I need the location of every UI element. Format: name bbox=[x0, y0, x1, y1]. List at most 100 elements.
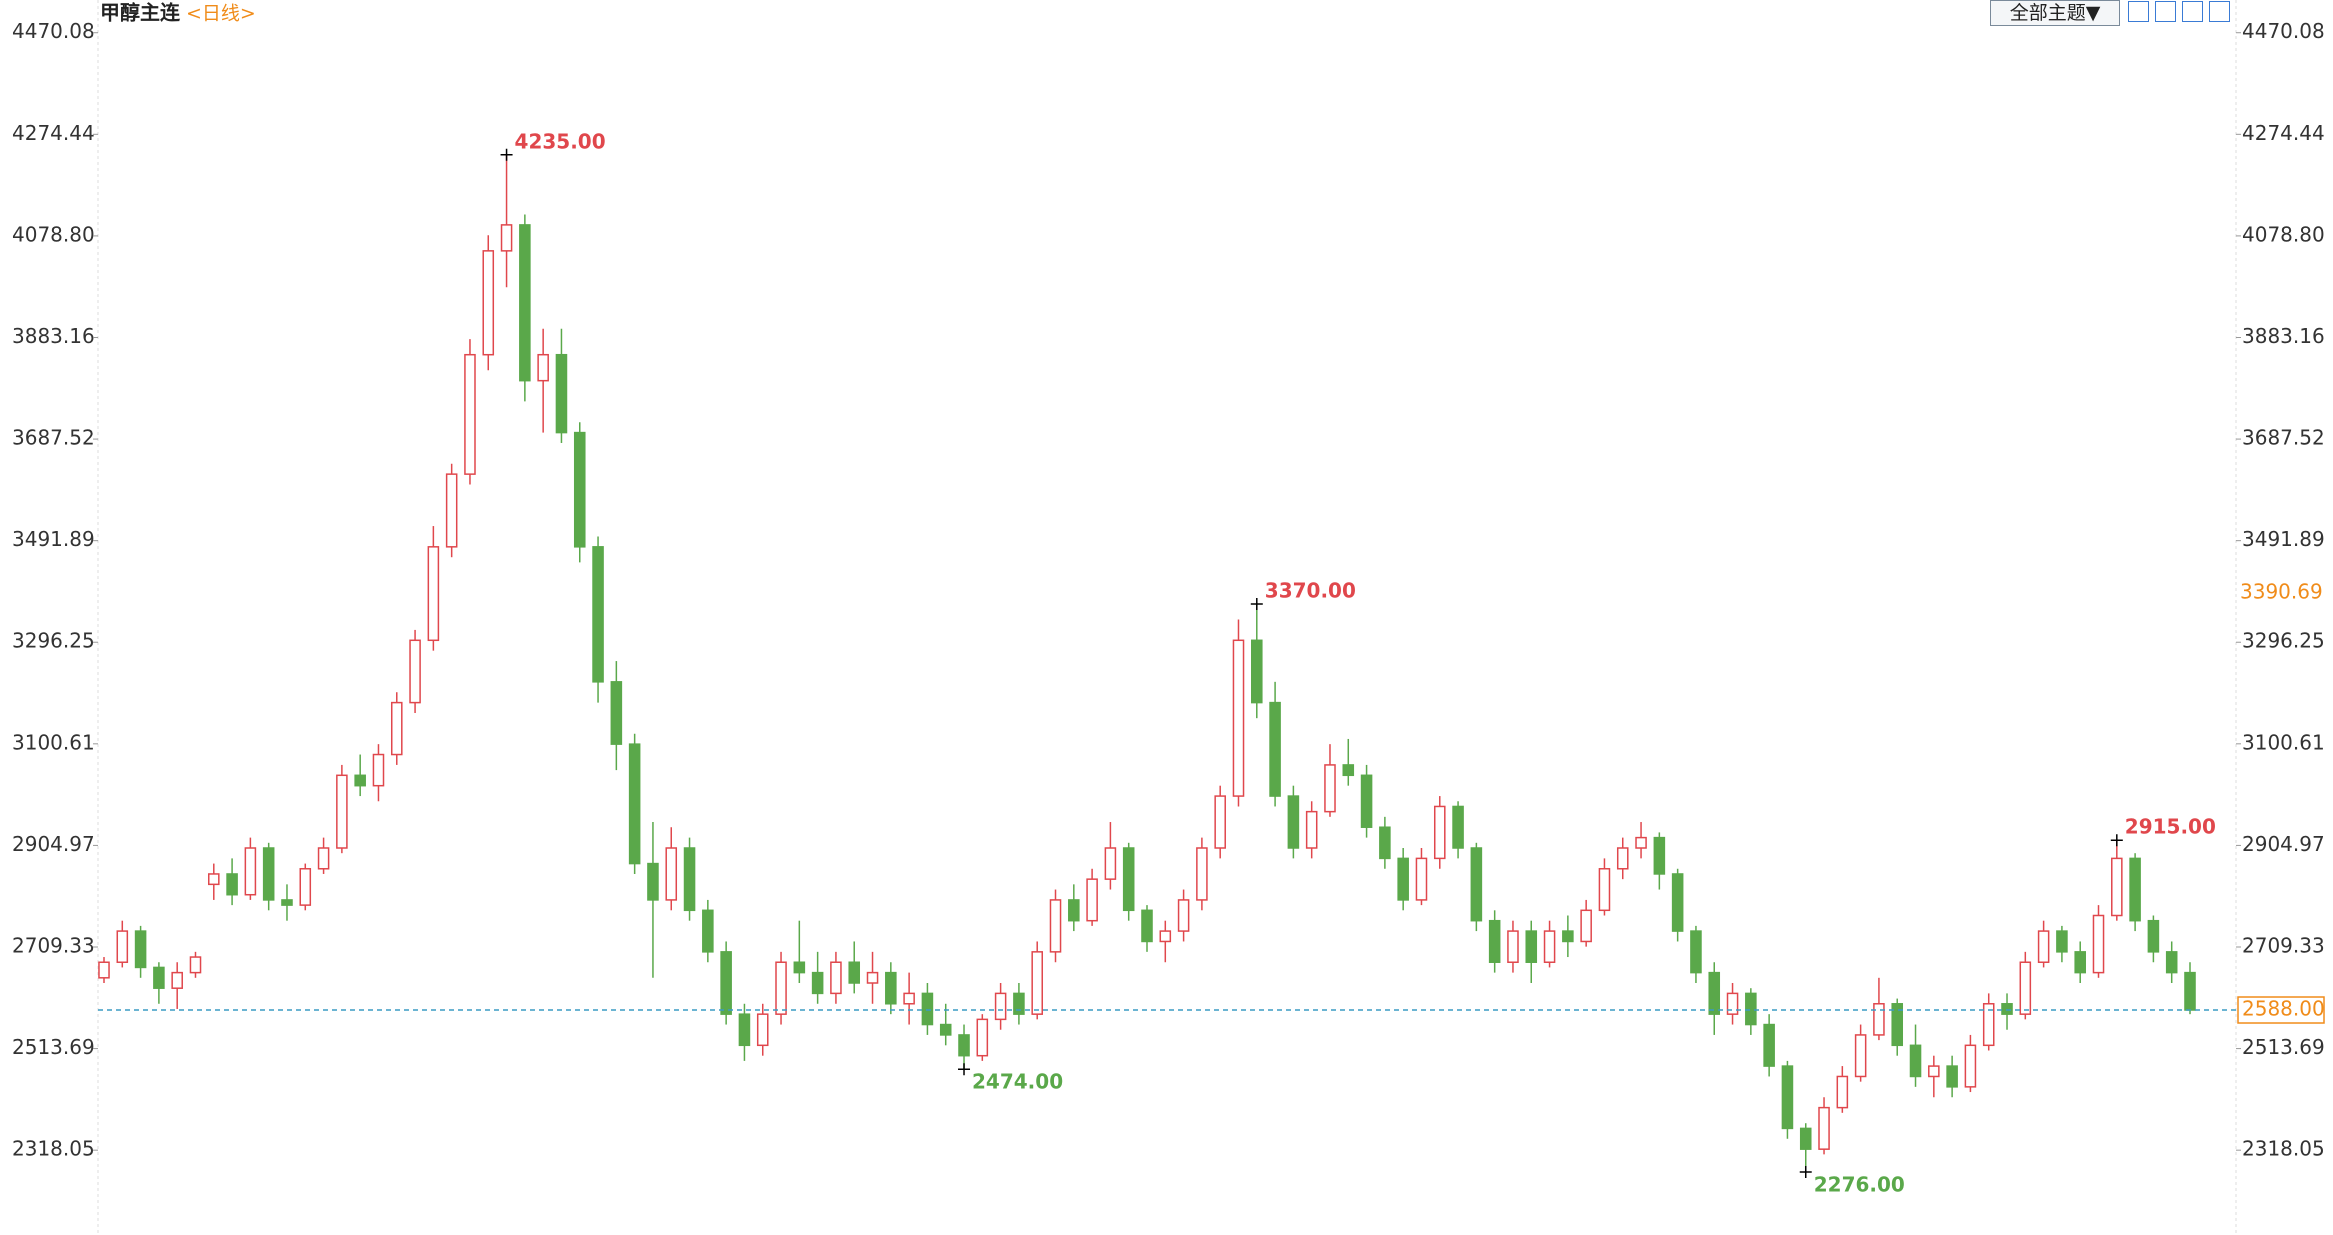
marker-price-label: 3390.69 bbox=[2240, 580, 2323, 604]
y2-tick-label: 4470.08 bbox=[2242, 19, 2325, 43]
candle-body bbox=[372, 753, 385, 787]
candle-body bbox=[482, 250, 495, 356]
candle-body bbox=[262, 847, 275, 901]
extreme-label: 2915.00 bbox=[2125, 815, 2216, 839]
candle-body bbox=[445, 473, 458, 548]
candle-body bbox=[1580, 909, 1592, 943]
candle-body bbox=[1525, 930, 1538, 963]
candle-body bbox=[702, 909, 714, 953]
candle-body bbox=[427, 546, 440, 642]
candle-body bbox=[1177, 899, 1190, 932]
candle-body bbox=[336, 774, 348, 849]
candle-body bbox=[1287, 795, 1300, 849]
candle-body bbox=[610, 681, 623, 745]
last-price-box bbox=[2237, 996, 2325, 1024]
candle-body bbox=[1342, 764, 1355, 777]
candle-body bbox=[1360, 774, 1373, 828]
candle-body bbox=[958, 1034, 970, 1057]
candle-body bbox=[1013, 992, 1025, 1015]
candle-body bbox=[2165, 951, 2178, 974]
candle-body bbox=[2111, 857, 2123, 917]
candle-body bbox=[1049, 899, 1062, 953]
candle-body bbox=[2001, 1003, 2013, 1015]
candle-body bbox=[2092, 914, 2105, 974]
candle-body bbox=[1305, 810, 1318, 849]
candle-body bbox=[1214, 795, 1226, 849]
candle-body bbox=[2147, 919, 2160, 953]
y-tick-label: 4274.44 bbox=[12, 121, 95, 145]
candle-body bbox=[1836, 1075, 1849, 1109]
candle-body bbox=[793, 961, 806, 974]
chart-subtitle[interactable]: <日线> bbox=[186, 3, 256, 25]
candle-body bbox=[1379, 826, 1391, 860]
candle-body bbox=[1598, 868, 1611, 912]
candle-body bbox=[2056, 930, 2068, 953]
y-tick-label: 3687.52 bbox=[12, 426, 95, 450]
candle-body bbox=[519, 224, 531, 382]
candle-body bbox=[811, 971, 824, 995]
candle-body bbox=[1854, 1034, 1867, 1078]
candle-body bbox=[500, 224, 513, 252]
candle-body bbox=[1671, 873, 1684, 932]
candle-body bbox=[592, 546, 604, 683]
y2-tick-label: 3296.25 bbox=[2242, 629, 2325, 653]
candle-body bbox=[226, 873, 238, 896]
y-tick-label: 3491.89 bbox=[12, 527, 95, 551]
tool-icon[interactable] bbox=[2209, 1, 2230, 22]
candle-body bbox=[1122, 847, 1135, 912]
candle-body bbox=[720, 951, 732, 1015]
candle-body bbox=[1433, 805, 1446, 860]
candle-body bbox=[1251, 639, 1263, 704]
last-price-label: 2588.00 bbox=[2242, 997, 2325, 1021]
chart-title: 甲醇主连 bbox=[100, 1, 181, 25]
candle-body bbox=[1708, 971, 1721, 1015]
extreme-marker bbox=[1799, 1166, 1812, 1179]
theme-button[interactable]: 全部主题▼ bbox=[1990, 0, 2120, 26]
y2-tick-label: 3883.16 bbox=[2242, 324, 2325, 348]
candle-body bbox=[354, 774, 366, 787]
candle-body bbox=[1726, 992, 1739, 1015]
y2-tick-label: 4078.80 bbox=[2242, 222, 2325, 246]
candle-body bbox=[116, 930, 129, 963]
candle-body bbox=[1891, 1003, 1904, 1047]
candle-body bbox=[1397, 857, 1409, 901]
candle-body bbox=[738, 1013, 751, 1047]
candle-body bbox=[994, 992, 1007, 1021]
candle-body bbox=[1635, 836, 1647, 849]
extreme-marker bbox=[500, 148, 513, 161]
candle-body bbox=[1415, 857, 1428, 901]
y-tick-label: 2709.33 bbox=[12, 934, 95, 958]
candle-body bbox=[976, 1018, 989, 1057]
candle-body bbox=[775, 961, 787, 1015]
y-tick-label: 4078.80 bbox=[12, 222, 95, 246]
candle-body bbox=[1928, 1065, 1940, 1078]
candle-body bbox=[573, 431, 586, 548]
candle-body bbox=[189, 956, 202, 974]
candle-body bbox=[2019, 961, 2032, 1015]
tool-icon[interactable] bbox=[2182, 1, 2203, 22]
candle-body bbox=[317, 847, 330, 870]
y2-tick-label: 3687.52 bbox=[2242, 426, 2325, 450]
candle-body bbox=[830, 961, 842, 995]
candle-body bbox=[903, 992, 915, 1005]
y-tick-label: 2513.69 bbox=[12, 1035, 95, 1059]
extreme-marker bbox=[1250, 597, 1263, 610]
y2-tick-label: 4274.44 bbox=[2242, 121, 2325, 145]
candle-body bbox=[537, 353, 549, 382]
candle-body bbox=[409, 639, 421, 704]
y-tick-label: 3296.25 bbox=[12, 629, 95, 653]
tool-icon[interactable] bbox=[2155, 1, 2176, 22]
candle-body bbox=[647, 862, 659, 901]
y-tick-label: 3883.16 bbox=[12, 324, 95, 348]
candle-body bbox=[1562, 930, 1574, 943]
tool-icon[interactable] bbox=[2128, 1, 2149, 22]
candle-body bbox=[153, 966, 165, 989]
candle-body bbox=[464, 353, 476, 475]
candle-body bbox=[1031, 951, 1043, 1015]
candle-body bbox=[555, 353, 568, 434]
candle-body bbox=[1452, 805, 1464, 849]
candle-body bbox=[281, 899, 293, 906]
candle-body bbox=[1946, 1065, 1958, 1088]
candle-body bbox=[665, 847, 678, 901]
